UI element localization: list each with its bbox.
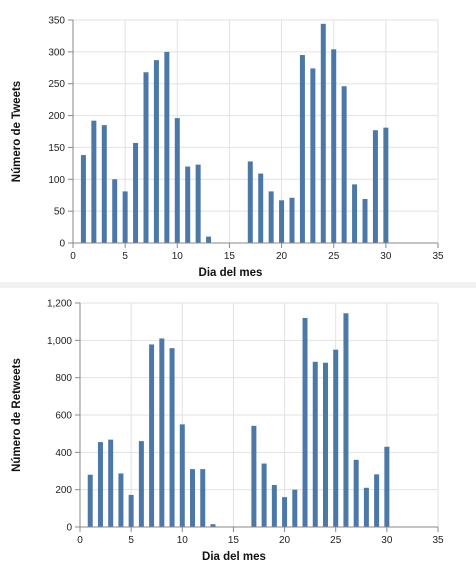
chart-1-x-tick-label: 30 <box>381 535 393 546</box>
chart-1-bar <box>292 489 298 527</box>
chart-0-bar <box>174 118 180 243</box>
chart-0-bar <box>341 86 347 244</box>
chart-0-bar <box>91 120 97 243</box>
chart-1-y-tick-label: 400 <box>55 448 72 459</box>
chart-1-bar <box>312 361 318 527</box>
chart-0-y-tick-label: 250 <box>48 79 65 90</box>
chart-0-bar <box>185 166 191 243</box>
chart-1-bar <box>128 494 134 527</box>
chart-0-y-tick-label: 150 <box>48 143 65 154</box>
chart-1-y-tick-label: 0 <box>66 523 72 534</box>
chart-1-bar <box>97 442 103 527</box>
chart-0-bar <box>331 49 337 244</box>
chart-1-y-tick-label: 1,200 <box>47 299 72 310</box>
chart-0-x-tick-label: 20 <box>276 251 288 262</box>
retweets-chart-panel: 0 5 10 15 20 25 30 35 0 200 400 600 800 1,000 1,200 Dia… <box>0 288 476 588</box>
chart-1-y-tick-label: 600 <box>55 411 72 422</box>
chart-1-bar <box>159 338 165 527</box>
chart-0-bar <box>268 191 274 243</box>
chart-1-bar <box>149 344 155 527</box>
chart-1-bar <box>384 446 390 527</box>
chart-1-bar <box>190 469 196 527</box>
chart-1-bar <box>138 441 144 527</box>
chart-0-y-tick-label: 100 <box>48 175 65 186</box>
chart-0-x-tick-label: 0 <box>70 251 76 262</box>
chart-1-bar <box>271 485 277 527</box>
chart-0-x-tick-label: 35 <box>432 251 444 262</box>
chart-0-bar <box>279 200 285 243</box>
chart-0-bar <box>153 60 159 243</box>
chart-0-bar <box>80 155 86 243</box>
chart-1-y-tick-label: 200 <box>55 485 72 496</box>
chart-0-x-tick-label: 15 <box>224 251 236 262</box>
chart-0-y-tick-label: 50 <box>54 207 66 218</box>
chart-0-bar <box>133 142 139 243</box>
chart-1-bar <box>261 463 267 527</box>
chart-1-bar <box>251 425 257 527</box>
chart-1-x-tick-label: 10 <box>177 535 189 546</box>
chart-0-y-tick-label: 300 <box>48 47 65 58</box>
chart-0-bar <box>320 23 326 243</box>
chart-0-bar <box>383 127 389 243</box>
chart-0-x-tick-label: 25 <box>328 251 340 262</box>
chart-1-y-axis-title: Número de Retweets <box>11 358 23 472</box>
chart-1-bar <box>87 474 93 527</box>
chart-0-bar <box>299 55 305 243</box>
chart-0-x-axis-title: Dia del mes <box>199 267 263 279</box>
chart-0-y-tick-label: 350 <box>48 16 65 27</box>
chart-0-bar <box>310 68 316 244</box>
chart-0-bar <box>143 72 149 243</box>
chart-0-bar <box>195 164 201 243</box>
chart-1-bar <box>118 473 124 527</box>
chart-1-x-tick-label: 0 <box>77 535 83 546</box>
retweets-chart: 0 5 10 15 20 25 30 35 0 200 400 600 800 1,000 1,200 Dia… <box>11 299 444 564</box>
tweets-chart-panel: 0 5 10 15 20 25 30 35 0 50 100 150 200 250 300 350 Dia d… <box>0 0 476 282</box>
chart-1-bar <box>210 524 216 527</box>
chart-0-y-axis-title: Número de Tweets <box>11 81 23 182</box>
chart-1-bar <box>169 348 175 527</box>
chart-0-bar <box>122 191 128 243</box>
chart-1-x-tick-label: 35 <box>432 535 444 546</box>
chart-1-bar <box>282 497 288 527</box>
chart-1-x-tick-label: 25 <box>330 535 342 546</box>
chart-0-bar <box>247 161 253 243</box>
chart-1-bar <box>343 313 349 527</box>
chart-0-y-tick-label: 0 <box>59 239 65 250</box>
chart-0-y-tick-label: 200 <box>48 111 65 122</box>
chart-0-bar <box>372 130 378 243</box>
chart-0-bar <box>206 236 212 243</box>
chart-1-bar <box>353 459 359 527</box>
chart-1-bar <box>333 349 339 527</box>
chart-separator <box>0 282 476 288</box>
chart-0-bar <box>352 184 358 243</box>
chart-0-x-tick-label: 30 <box>380 251 392 262</box>
chart-1-bar <box>322 362 328 527</box>
chart-1-y-tick-label: 1,000 <box>47 336 72 347</box>
chart-1-bar <box>200 469 206 527</box>
chart-0-bar <box>164 51 170 243</box>
chart-1-x-tick-label: 20 <box>279 535 291 546</box>
chart-0-bar <box>258 173 264 243</box>
chart-0-x-tick-label: 10 <box>172 251 184 262</box>
chart-1-bar <box>374 474 380 527</box>
chart-1-y-tick-label: 800 <box>55 373 72 384</box>
chart-0-bar <box>112 179 118 243</box>
chart-1-x-tick-label: 15 <box>228 535 240 546</box>
chart-0-bar <box>289 197 295 243</box>
chart-1-x-axis-title: Dia del mes <box>202 551 266 563</box>
chart-1-bar <box>179 424 185 527</box>
chart-1-x-tick-label: 5 <box>128 535 134 546</box>
chart-0-bar <box>101 125 107 243</box>
chart-1-bar <box>363 487 369 527</box>
chart-1-bar <box>302 317 308 527</box>
chart-0-x-tick-label: 5 <box>122 251 128 262</box>
chart-1-bar <box>108 439 114 527</box>
chart-0-bar <box>362 199 368 243</box>
